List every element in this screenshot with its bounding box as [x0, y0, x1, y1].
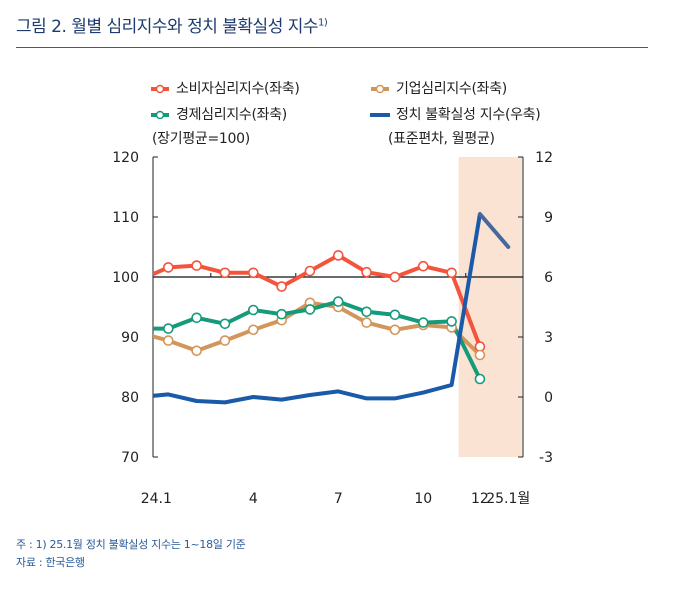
title-footnote-mark: 1) — [318, 17, 328, 29]
data-point — [389, 271, 401, 283]
legend-label: 경제심리지수(좌축) — [176, 107, 287, 123]
x-tick-label: 12 — [471, 491, 489, 507]
data-point — [304, 265, 316, 277]
legend-label: 정치 불확실성 지수(우축) — [396, 107, 541, 123]
right-tick-label: -3 — [539, 450, 553, 466]
data-point — [361, 306, 372, 318]
legend-item-political: 정치 불확실성 지수(우축) — [370, 104, 541, 124]
data-point — [163, 262, 174, 273]
right-axis-unit: (표준편차, 월평균) — [388, 131, 495, 147]
x-tick-label: 24.1 — [141, 491, 172, 507]
data-point — [247, 324, 259, 336]
data-point — [446, 267, 457, 279]
left-tick-label: 90 — [121, 330, 139, 346]
data-point — [446, 316, 457, 327]
right-tick-label: 12 — [535, 150, 553, 166]
data-point — [304, 304, 316, 315]
left-tick-label: 70 — [121, 450, 139, 466]
data-point — [332, 250, 344, 261]
series-line-3 — [153, 213, 482, 405]
legend-marker-consumer-icon — [151, 84, 169, 94]
x-tick-label: 4 — [249, 491, 258, 507]
data-point — [191, 260, 202, 271]
x-tick-label: 7 — [334, 491, 343, 507]
right-tick-label: 6 — [544, 270, 553, 286]
right-tick-label: 0 — [544, 390, 553, 406]
data-point — [163, 335, 174, 346]
data-point — [219, 318, 231, 330]
figure-title: 그림 2. 월별 심리지수와 정치 불확실성 지수1) — [16, 12, 328, 37]
series-line-3-last-segment — [477, 212, 511, 249]
legend-item-consumer: 소비자심리지수(좌축) — [150, 78, 300, 98]
data-point — [361, 266, 372, 278]
legend-marker-business-icon — [371, 84, 389, 94]
data-point — [389, 324, 401, 336]
data-point — [417, 317, 429, 328]
data-point — [474, 373, 486, 385]
right-tick-label: 3 — [544, 330, 553, 346]
left-axis-unit: (장기평균=100) — [152, 131, 250, 147]
legend-label: 소비자심리지수(좌축) — [176, 81, 300, 97]
title-divider — [16, 47, 648, 48]
data-point — [247, 304, 259, 316]
title-text: 그림 2. 월별 심리지수와 정치 불확실성 지수 — [16, 17, 319, 37]
legend-label: 기업심리지수(좌축) — [396, 81, 507, 97]
data-point — [389, 309, 401, 321]
left-tick-label: 110 — [112, 210, 139, 226]
data-point — [417, 260, 429, 272]
left-tick-label: 100 — [112, 270, 139, 286]
legend-item-economic: 경제심리지수(좌축) — [150, 104, 287, 124]
data-point — [361, 317, 372, 328]
data-point — [247, 267, 259, 279]
footnote: 주 : 1) 25.1월 정치 불확실성 지수는 1~18일 기준 — [16, 538, 246, 551]
legend-marker-political-icon — [370, 113, 390, 117]
left-tick-label: 120 — [112, 150, 139, 166]
right-tick-label: 9 — [544, 210, 553, 226]
x-tick-label: 10 — [414, 491, 432, 507]
data-point — [163, 323, 174, 334]
shaded-period — [458, 157, 522, 457]
legend-marker-economic-icon — [151, 110, 169, 120]
data-point — [332, 296, 344, 307]
source-note: 자료 : 한국은행 — [16, 556, 85, 569]
x-tick-label: 25.1월 — [486, 491, 530, 507]
data-point — [191, 312, 202, 324]
data-point — [191, 345, 202, 357]
left-tick-label: 80 — [121, 390, 139, 406]
legend-item-business: 기업심리지수(좌축) — [370, 78, 507, 98]
data-point — [276, 281, 287, 292]
data-point — [219, 267, 231, 279]
data-point — [219, 335, 231, 346]
data-point — [474, 349, 486, 361]
data-point — [276, 308, 287, 320]
